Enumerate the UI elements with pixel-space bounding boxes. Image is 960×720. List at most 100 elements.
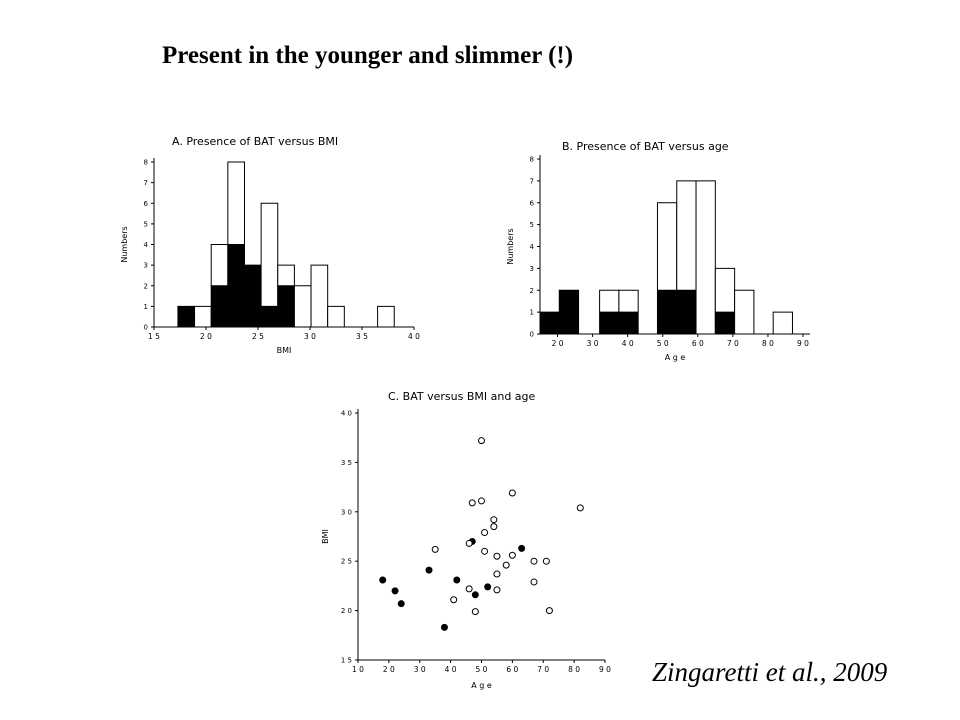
scatter-point-bat-positive bbox=[471, 591, 479, 599]
y-tick-label: 5 bbox=[530, 221, 534, 229]
histogram-bar bbox=[618, 289, 639, 313]
scatter-point-bat-negative bbox=[478, 437, 485, 445]
scatter-point-bat-negative bbox=[576, 504, 584, 512]
y-tick-label: 8 bbox=[144, 159, 148, 167]
chart-title: A. Presence of BAT versus BMI bbox=[172, 135, 338, 148]
x-tick-label: 2 0 bbox=[552, 339, 564, 348]
y-tick-label: 6 bbox=[530, 199, 535, 207]
y-tick-label: 4 bbox=[530, 243, 535, 251]
scatter-point-bat-negative bbox=[468, 499, 476, 507]
histogram-bar bbox=[539, 311, 560, 335]
x-tick-label: 9 0 bbox=[797, 339, 809, 348]
y-tick-label: 1 bbox=[530, 309, 534, 317]
scatter-point-bat-negative bbox=[493, 552, 501, 560]
scatter-point-bat-negative bbox=[502, 561, 510, 569]
histogram-bar bbox=[377, 305, 395, 328]
histogram-bar bbox=[772, 311, 793, 335]
histogram-bar bbox=[599, 289, 620, 313]
scatter-point-bat-negative bbox=[542, 557, 550, 565]
y-tick-label: 7 bbox=[530, 177, 534, 185]
y-tick-label: 2 bbox=[530, 287, 534, 295]
scatter-point-bat-negative bbox=[545, 607, 553, 615]
x-tick-label: 4 0 bbox=[408, 332, 420, 341]
histogram-bar bbox=[177, 305, 196, 328]
x-tick-label: 6 0 bbox=[506, 665, 518, 674]
chart-title: C. BAT versus BMI and age bbox=[388, 390, 536, 403]
histogram-bar bbox=[310, 264, 329, 328]
x-tick-label: 6 0 bbox=[692, 339, 704, 348]
scatter-point-bat-negative bbox=[465, 539, 473, 547]
x-axis-title: A g e bbox=[665, 353, 686, 362]
histogram-bar bbox=[260, 305, 279, 328]
y-tick-label: 0 bbox=[530, 331, 534, 339]
y-tick-label: 3 5 bbox=[341, 459, 352, 467]
chart-title: B. Presence of BAT versus age bbox=[562, 140, 729, 153]
y-axis-title: BMI bbox=[321, 529, 330, 544]
scatter-point-bat-negative bbox=[490, 516, 498, 524]
chart-bat-vs-bmi: A. Presence of BAT versus BMI 0 1 2 3 4 5 6 7 8 1 … bbox=[120, 135, 420, 355]
x-tick-label: 9 0 bbox=[599, 665, 611, 674]
scatter-point-bat-negative bbox=[431, 545, 439, 553]
y-tick-label: 4 bbox=[144, 241, 149, 249]
scatter-point-bat-positive bbox=[440, 623, 448, 631]
x-tick-label: 3 0 bbox=[587, 339, 599, 348]
scatter-point-bat-negative bbox=[481, 547, 489, 555]
scatter-point-bat-positive bbox=[397, 600, 405, 608]
scatter-point-bat-negative bbox=[508, 551, 516, 559]
x-tick-label: 3 5 bbox=[356, 332, 368, 341]
x-tick-label: 5 0 bbox=[657, 339, 669, 348]
y-axis-title: Numbers bbox=[120, 226, 129, 262]
histogram-bar bbox=[656, 289, 678, 335]
y-tick-label: 2 5 bbox=[341, 558, 352, 566]
x-tick-label: 5 0 bbox=[476, 665, 488, 674]
histogram-bar bbox=[714, 267, 736, 313]
histogram-bar bbox=[243, 264, 262, 328]
scatter-point-bat-negative bbox=[508, 489, 516, 497]
histogram-bar bbox=[194, 305, 212, 328]
x-axis-title: BMI bbox=[277, 346, 292, 355]
citation: Zingaretti et al., 2009 bbox=[652, 657, 888, 687]
histogram-bar bbox=[210, 285, 229, 328]
y-tick-label: 6 bbox=[144, 200, 149, 208]
y-tick-label: 5 bbox=[144, 220, 148, 228]
x-tick-label: 2 0 bbox=[383, 665, 395, 674]
histogram-bar bbox=[558, 289, 580, 335]
histogram-bar bbox=[227, 161, 245, 245]
histogram-bar bbox=[210, 244, 229, 287]
scatter-point-bat-negative bbox=[481, 529, 489, 537]
histogram-bar bbox=[599, 311, 620, 335]
y-tick-label: 4 0 bbox=[341, 410, 352, 418]
y-tick-label: 1 bbox=[144, 303, 148, 311]
scatter-point-bat-positive bbox=[484, 583, 492, 591]
histogram-bar bbox=[656, 202, 678, 291]
scatter-point-bat-negative bbox=[465, 585, 473, 593]
scatter-point-bat-positive bbox=[453, 576, 461, 584]
x-tick-label: 2 0 bbox=[200, 332, 212, 341]
x-tick-label: 1 5 bbox=[148, 332, 160, 341]
x-tick-label: 7 0 bbox=[537, 665, 549, 674]
histogram-bar bbox=[734, 289, 755, 335]
y-tick-label: 1 5 bbox=[341, 657, 352, 665]
scatter-point-bat-positive bbox=[425, 566, 433, 574]
chart-bat-vs-age: B. Presence of BAT versus age 0 1 2 3 4 5 6 7 8 2 … bbox=[506, 140, 810, 362]
histogram-bar bbox=[277, 285, 295, 328]
x-axis-title: A g e bbox=[471, 681, 492, 690]
histogram-bar bbox=[676, 180, 697, 291]
scatter-point-bat-positive bbox=[379, 576, 387, 584]
y-tick-label: 3 0 bbox=[341, 508, 352, 516]
histogram-bar bbox=[327, 305, 345, 328]
histogram-bar bbox=[676, 289, 697, 335]
y-tick-label: 0 bbox=[144, 324, 148, 332]
x-tick-label: 2 5 bbox=[252, 332, 264, 341]
histogram-bar bbox=[714, 311, 736, 335]
y-tick-label: 2 bbox=[144, 282, 148, 290]
y-tick-label: 3 bbox=[144, 262, 148, 270]
histogram-bar bbox=[293, 285, 312, 328]
scatter-point-bat-negative bbox=[450, 596, 458, 604]
histogram-bar bbox=[260, 202, 279, 307]
scatter-point-bat-negative bbox=[530, 578, 538, 586]
chart-bat-vs-bmi-and-age: C. BAT versus BMI and age 1 5 2 0 2 5 3 0 3 5… bbox=[321, 390, 611, 690]
scatter-point-bat-negative bbox=[478, 497, 485, 505]
scatter-point-bat-negative bbox=[493, 570, 501, 578]
y-tick-label: 8 bbox=[530, 156, 534, 164]
